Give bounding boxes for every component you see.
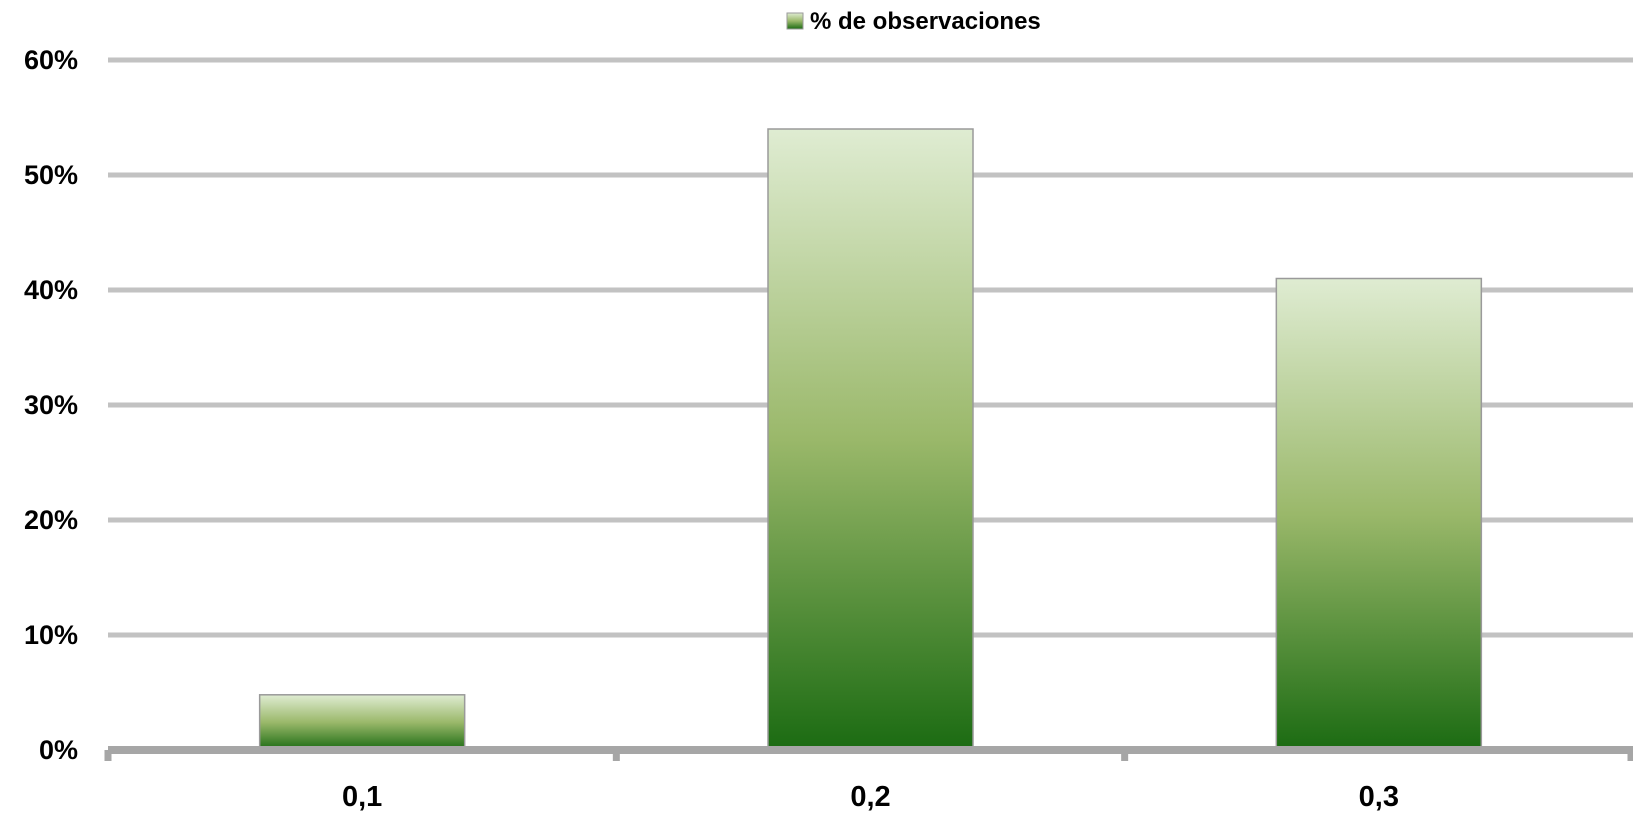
y-tick-label: 20% bbox=[24, 505, 78, 535]
legend: % de observaciones bbox=[786, 8, 1041, 35]
x-axis-tick-labels: 0,1 0,2 0,3 bbox=[342, 781, 1399, 813]
x-axis bbox=[104, 746, 1633, 761]
bars bbox=[258, 128, 1483, 751]
bar-3 bbox=[1275, 277, 1483, 751]
legend-label: % de observaciones bbox=[810, 8, 1041, 35]
legend-swatch bbox=[786, 12, 804, 30]
bar-1 bbox=[258, 694, 466, 751]
y-tick-label: 10% bbox=[24, 620, 78, 650]
y-tick-label: 50% bbox=[24, 160, 78, 190]
x-tick-label: 0,3 bbox=[1359, 781, 1399, 813]
x-tick-label: 0,2 bbox=[850, 781, 890, 813]
y-axis-tick-labels: 0% 10% 20% 30% 40% 50% 60% bbox=[24, 45, 78, 765]
y-tick-label: 30% bbox=[24, 390, 78, 420]
x-tick-label: 0,1 bbox=[342, 781, 382, 813]
bar-2 bbox=[767, 128, 974, 751]
y-tick-label: 60% bbox=[24, 45, 78, 75]
y-tick-label: 40% bbox=[24, 275, 78, 305]
y-tick-label: 0% bbox=[39, 735, 78, 765]
